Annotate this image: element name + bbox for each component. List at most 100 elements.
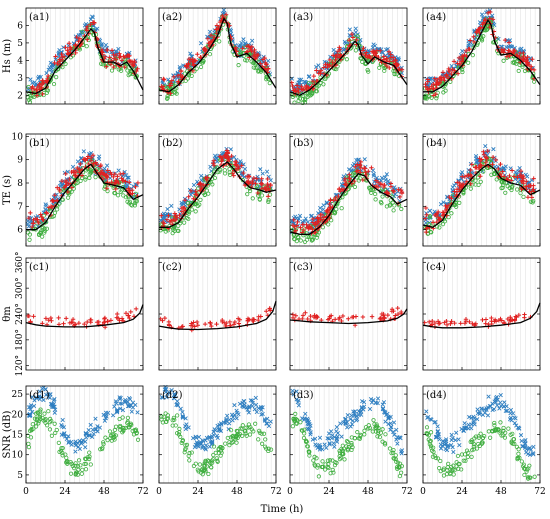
plus-marker	[483, 321, 488, 326]
circle-marker	[498, 420, 503, 425]
plus-marker	[236, 321, 242, 326]
plus-marker	[384, 56, 390, 61]
plus-marker	[52, 60, 57, 66]
plus-marker	[43, 210, 49, 215]
cross-marker	[479, 12, 485, 17]
plus-marker	[46, 73, 51, 79]
plus-marker	[425, 77, 430, 82]
cross-marker	[372, 43, 378, 48]
plus-marker	[291, 86, 297, 92]
plus-marker	[191, 196, 196, 201]
panel-label: (a2)	[162, 12, 182, 23]
plus-marker	[440, 70, 446, 75]
circle-marker	[522, 68, 528, 74]
cross-marker	[518, 433, 524, 438]
circle-marker	[51, 214, 57, 219]
plus-marker	[100, 50, 105, 55]
plus-marker	[290, 83, 295, 89]
plus-marker	[502, 47, 507, 53]
plus-marker	[73, 42, 78, 47]
plus-marker	[111, 174, 116, 180]
circle-marker	[307, 80, 312, 86]
plus-marker	[457, 61, 462, 67]
x-axis-label: Time (h)	[261, 504, 304, 515]
y-axis-label: θm	[2, 306, 13, 322]
model-line	[423, 18, 541, 93]
plus-marker	[295, 219, 300, 225]
cross-marker	[207, 29, 213, 34]
cross-marker	[127, 397, 133, 402]
plus-marker	[264, 309, 269, 314]
circle-marker	[129, 203, 135, 208]
plus-marker	[66, 41, 72, 46]
plus-marker	[393, 58, 398, 64]
plus-marker	[266, 66, 271, 72]
circle-marker	[176, 223, 181, 228]
circle-marker	[251, 60, 256, 66]
plus-marker	[30, 84, 35, 89]
plus-marker	[438, 75, 443, 80]
cross-marker	[28, 77, 33, 82]
cross-marker	[499, 44, 505, 50]
plus-marker	[260, 57, 266, 62]
plus-marker	[311, 73, 317, 79]
plus-marker	[346, 316, 351, 322]
circle-marker	[26, 441, 31, 446]
x-tick-label: 24	[59, 487, 71, 497]
circle-marker	[115, 193, 121, 198]
cross-marker	[33, 81, 38, 87]
circle-marker	[52, 421, 57, 426]
cross-marker	[234, 416, 239, 421]
circle-marker	[51, 81, 57, 87]
circle-marker	[234, 440, 239, 445]
cross-marker	[188, 51, 193, 56]
cross-marker	[52, 410, 57, 415]
panel-label: (d2)	[162, 390, 183, 401]
plus-marker	[377, 48, 383, 53]
circle-marker	[45, 88, 50, 93]
x-tick-label: 72	[270, 487, 281, 497]
circle-marker	[261, 431, 267, 436]
cross-marker	[391, 420, 397, 425]
plus-marker	[109, 48, 115, 53]
circle-marker	[259, 193, 265, 198]
cross-marker	[169, 203, 174, 209]
cross-marker	[358, 37, 363, 43]
plus-marker	[59, 51, 64, 57]
plus-marker	[395, 62, 401, 68]
y-tick-label: 25	[12, 390, 24, 400]
circle-marker	[516, 451, 521, 456]
circle-marker	[132, 203, 138, 208]
cross-marker	[341, 47, 346, 52]
plus-marker	[304, 83, 309, 89]
plus-marker	[205, 36, 211, 42]
plus-marker	[82, 321, 87, 327]
circle-marker	[522, 472, 527, 478]
circle-marker	[26, 445, 32, 450]
circle-marker	[393, 453, 398, 458]
panel-c3: (c3)	[289, 257, 408, 371]
circle-marker	[424, 425, 430, 430]
plus-marker	[373, 51, 378, 56]
cross-marker	[266, 58, 271, 63]
plus-marker	[77, 36, 82, 41]
panel-label: (b1)	[29, 138, 50, 149]
cross-marker	[258, 57, 263, 62]
plus-marker	[368, 56, 374, 61]
plus-marker	[168, 91, 173, 96]
cross-marker	[191, 182, 197, 188]
plus-marker	[214, 321, 219, 327]
circle-marker	[373, 197, 378, 202]
circle-marker	[514, 61, 519, 66]
panel-a4: (a4)	[422, 7, 541, 105]
circle-marker	[441, 473, 447, 478]
circle-marker	[300, 100, 305, 106]
y-tick-label: 6	[17, 226, 23, 236]
plus-marker	[123, 311, 129, 316]
plus-marker	[68, 47, 73, 52]
plus-marker	[369, 314, 375, 319]
circle-marker	[81, 36, 86, 41]
circle-marker	[53, 68, 58, 73]
plus-marker	[65, 48, 70, 53]
plus-marker	[468, 38, 473, 43]
